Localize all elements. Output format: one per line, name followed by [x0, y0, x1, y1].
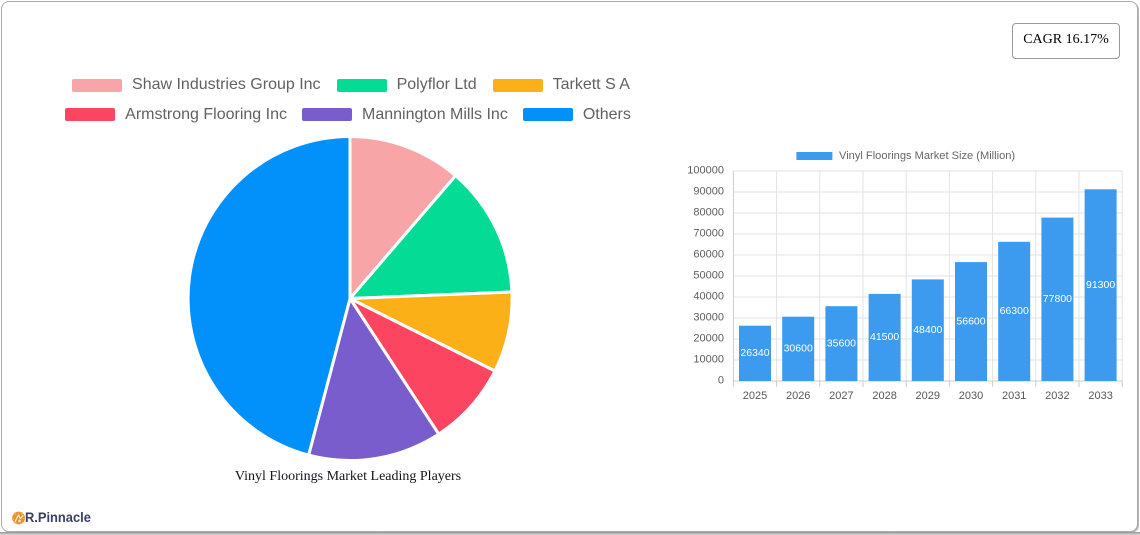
svg-text:Vinyl Floorings Market Size (M: Vinyl Floorings Market Size (Million) [839, 150, 1015, 162]
svg-text:48400: 48400 [913, 324, 942, 336]
svg-text:56600: 56600 [956, 315, 985, 327]
svg-text:80000: 80000 [693, 207, 724, 219]
svg-text:0: 0 [718, 375, 724, 387]
svg-text:30000: 30000 [693, 312, 724, 324]
svg-text:2029: 2029 [916, 390, 940, 402]
svg-text:90000: 90000 [693, 186, 724, 198]
svg-text:2033: 2033 [1088, 390, 1112, 402]
svg-text:10000: 10000 [693, 354, 724, 366]
svg-text:77800: 77800 [1043, 293, 1072, 305]
svg-text:2028: 2028 [872, 390, 896, 402]
svg-text:66300: 66300 [1000, 305, 1029, 317]
svg-text:2030: 2030 [959, 390, 983, 402]
svg-text:30600: 30600 [784, 343, 813, 355]
svg-text:20000: 20000 [693, 333, 724, 345]
svg-text:2025: 2025 [743, 390, 767, 402]
svg-text:35600: 35600 [827, 337, 856, 349]
svg-text:26340: 26340 [740, 347, 769, 359]
svg-text:2032: 2032 [1045, 390, 1069, 402]
svg-text:2027: 2027 [829, 390, 853, 402]
svg-text:41500: 41500 [870, 331, 899, 343]
svg-text:70000: 70000 [693, 228, 724, 240]
svg-text:60000: 60000 [693, 249, 724, 261]
svg-text:40000: 40000 [693, 291, 724, 303]
svg-text:91300: 91300 [1086, 279, 1115, 291]
svg-text:50000: 50000 [693, 270, 724, 282]
svg-text:100000: 100000 [687, 165, 724, 177]
svg-text:2031: 2031 [1002, 390, 1026, 402]
svg-text:2026: 2026 [786, 390, 810, 402]
